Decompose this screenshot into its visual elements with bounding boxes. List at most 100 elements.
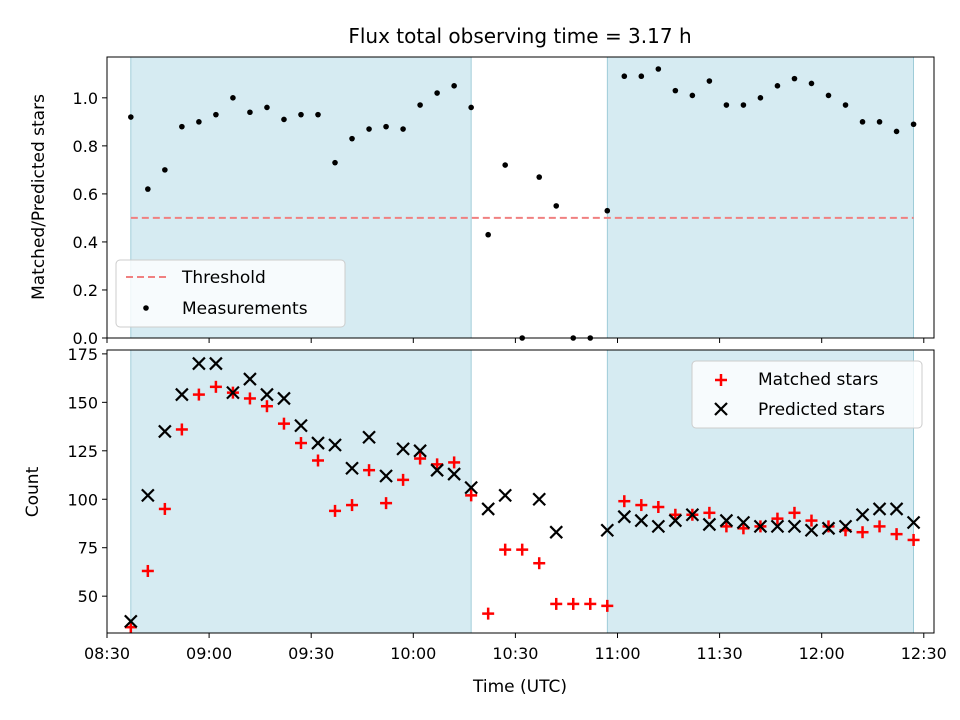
measurement-point <box>723 102 730 108</box>
matched-star-point <box>260 400 273 413</box>
predicted-star-point <box>141 488 155 503</box>
matched-star-point <box>158 502 171 515</box>
predicted-star-point <box>498 488 512 503</box>
matched-star-point <box>771 512 784 525</box>
measurement-point <box>128 114 134 120</box>
predicted-star-point <box>311 436 325 450</box>
measurement-point <box>315 111 321 118</box>
matched-star-point <box>516 543 529 556</box>
predicted-star-point <box>668 513 683 528</box>
measurement-point <box>638 73 645 80</box>
matched-star-point <box>346 499 359 512</box>
measurement-point <box>145 186 151 192</box>
predicted-star-point <box>413 444 427 458</box>
x-tick-label: 12:00 <box>799 644 845 663</box>
measurement-point <box>162 167 168 173</box>
matched-star-point <box>141 564 154 577</box>
measurement-point <box>400 126 406 132</box>
predicted-star-point <box>787 519 802 534</box>
measurement-point <box>859 119 866 125</box>
measurement-point <box>349 135 355 142</box>
predicted-star-point <box>906 515 921 530</box>
measurement-point <box>417 102 423 108</box>
count-panel-frame <box>106 349 935 634</box>
legend-matched-label: Matched stars <box>758 370 878 390</box>
predicted-star-point <box>719 513 734 528</box>
matched-star-point <box>584 597 597 610</box>
predicted-star-point <box>226 385 240 400</box>
matched-star-point <box>124 621 137 634</box>
measurement-point <box>536 174 543 180</box>
predicted-star-point <box>277 391 291 406</box>
matched-star-point <box>414 452 427 465</box>
predicted-star-point <box>481 502 495 516</box>
measurement-point <box>451 83 457 89</box>
measurement-point <box>332 159 338 166</box>
predicted-star-point <box>617 509 632 524</box>
matched-star-point <box>482 607 495 620</box>
measurement-point <box>366 126 372 132</box>
predicted-star-point <box>328 438 342 452</box>
predicted-star-point <box>821 521 836 536</box>
predicted-star-point <box>209 356 223 371</box>
matched-star-point <box>294 437 307 450</box>
matched-star-point <box>448 456 461 469</box>
matched-star-point <box>397 473 410 486</box>
measurement-point <box>672 87 679 94</box>
predicted-star-point <box>260 387 274 402</box>
measurement-point <box>264 104 270 111</box>
predicted-star-point <box>753 519 768 534</box>
measurement-point <box>553 203 560 209</box>
measurement-point <box>757 95 764 101</box>
ratio-y-tick-label: 1.0 <box>73 89 98 108</box>
legend-predicted-swatch <box>714 402 728 416</box>
matched-star-point <box>805 514 818 527</box>
x-tick-label: 11:30 <box>697 644 743 663</box>
ratio-y-tick-label: 0.8 <box>73 137 98 156</box>
count-y-tick-label: 50 <box>78 587 98 606</box>
matched-star-point <box>533 557 546 570</box>
matched-star-point <box>703 506 716 519</box>
matched-star-point <box>431 458 444 471</box>
predicted-star-point <box>158 424 172 439</box>
matched-star-point <box>652 501 665 514</box>
count-y-tick-label: 75 <box>78 539 98 558</box>
chart-title: Flux total observing time = 3.17 h <box>348 24 691 48</box>
x-tick-label: 10:00 <box>390 644 436 663</box>
measurement-point <box>910 121 917 128</box>
matched-star-point <box>499 543 512 556</box>
predicted-star-point <box>872 502 887 516</box>
ratio-legend: Threshold Measurements <box>115 259 346 328</box>
measurement-point <box>825 92 832 99</box>
measurement-point <box>383 123 389 130</box>
measurement-point <box>808 80 815 87</box>
measurement-point <box>179 123 185 130</box>
measurement-point <box>434 90 440 96</box>
predicted-star-point <box>549 525 564 539</box>
predicted-star-point <box>889 502 904 516</box>
predicted-star-point <box>855 507 870 522</box>
ratio-y-tick-label: 0.4 <box>73 233 98 252</box>
x-tick-label: 09:30 <box>288 644 334 663</box>
x-tick-label: 10:30 <box>492 644 538 663</box>
predicted-star-point <box>532 492 546 507</box>
observing-window-shade <box>130 349 472 634</box>
predicted-star-point <box>396 442 410 456</box>
measurement-point <box>485 231 491 238</box>
ratio-y-tick-label: 0.6 <box>73 185 98 204</box>
predicted-star-point <box>430 463 444 477</box>
matched-star-point <box>890 528 903 541</box>
predicted-star-point <box>838 519 853 534</box>
measurement-point <box>604 207 611 214</box>
predicted-star-point <box>736 515 751 530</box>
matched-star-point <box>380 497 393 510</box>
count-panel: 50 75 100 125 150 175 08:30 09:00 09:30 10:00 10:… <box>23 345 947 697</box>
measurement-point <box>842 102 849 108</box>
predicted-star-point <box>634 513 649 528</box>
legend-matched-swatch <box>715 374 727 386</box>
matched-star-point <box>618 495 631 508</box>
count-y-tick-label: 150 <box>67 393 98 412</box>
x-tick-label: 11:00 <box>594 644 640 663</box>
matched-star-point <box>465 489 478 502</box>
